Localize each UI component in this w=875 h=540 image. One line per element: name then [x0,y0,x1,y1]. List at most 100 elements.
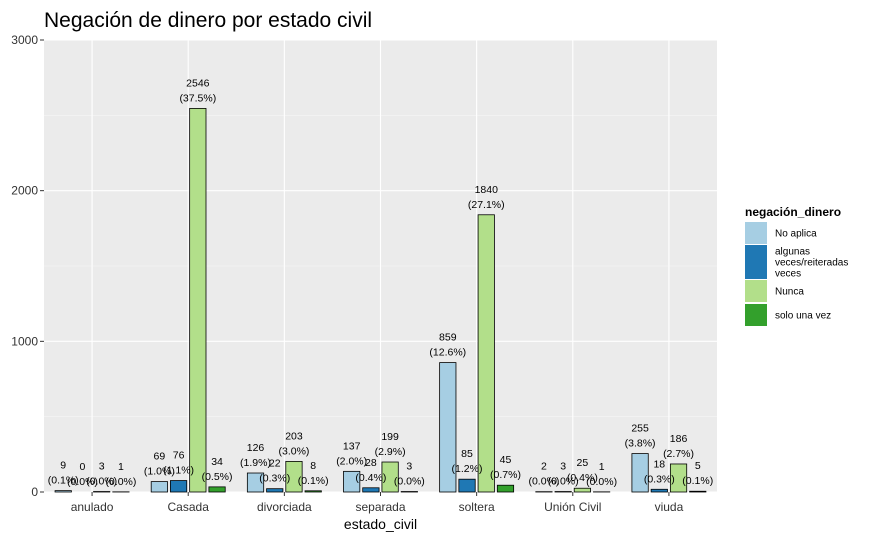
data-label-value: 25 [577,457,589,469]
data-label-value: 0 [80,461,86,473]
legend-label: algunas [775,247,810,258]
legend-label: veces [775,269,801,280]
bars [54,108,707,493]
data-label-value: 8 [310,460,316,472]
data-label-value: 34 [211,456,223,468]
data-label-percent: (0.0%) [528,476,559,488]
data-label-percent: (12.6%) [429,347,466,359]
grid-lines [44,39,717,493]
x-tick-label: Casada [168,500,210,514]
bar [150,481,168,493]
data-label-value: 1840 [475,184,499,196]
y-tick-label: 2000 [11,184,38,198]
bar [304,490,322,493]
legend: negación_dinero No aplica algunasveces/re… [745,205,848,326]
data-label-percent: (1.9%) [240,457,271,469]
bar [650,488,668,493]
data-label-value: 199 [381,431,399,443]
data-label-percent: (2.9%) [375,446,406,458]
x-axis-title: estado_civil [344,516,417,532]
data-label-value: 126 [247,442,265,454]
data-label-percent: (1.1%) [163,465,194,477]
data-label-value: 3 [406,461,412,473]
data-label-value: 85 [461,448,473,460]
bar [170,480,188,493]
bar [285,461,303,493]
data-label-value: 5 [695,460,701,472]
data-label-percent: (1.2%) [452,463,483,475]
bar [343,470,361,493]
data-label-value: 76 [173,450,185,462]
chart-title: Negación de dinero por estado civil [44,9,372,32]
data-label-percent: (0.0%) [586,476,617,488]
data-label-percent: (37.5%) [179,92,216,104]
data-label-value: 1 [599,461,605,473]
data-label-percent: (0.0%) [105,476,136,488]
y-tick-label: 3000 [11,33,38,47]
data-label-percent: (2.0%) [336,455,367,467]
bar [439,362,457,493]
legend-key [745,222,767,244]
x-axis: anulado Casada divorciada separada soltera Un… [71,492,684,514]
data-label-percent: (0.3%) [644,473,675,485]
data-label-value: 203 [285,430,303,442]
data-label-percent: (0.4%) [567,472,598,484]
legend-label: No aplica [775,229,817,240]
bar [246,472,265,493]
bar [458,478,476,493]
data-label-percent: (0.1%) [48,475,79,487]
data-label-percent: (0.0%) [86,476,117,488]
bar [362,487,380,493]
data-label-value: 1 [118,461,124,473]
data-label-value: 137 [343,440,361,452]
x-tick-label: soltera [459,500,495,514]
bar [266,488,284,493]
x-tick-label: separada [355,500,405,514]
y-axis: 0 1000 2000 3000 [11,33,44,499]
data-label-percent: (0.4%) [355,472,386,484]
data-label-value: 255 [631,423,649,435]
data-label-percent: (3.0%) [279,445,310,457]
data-label-percent: (0.1%) [682,475,713,487]
bar [573,487,591,493]
data-label-value: 3 [560,461,566,473]
data-label-value: 859 [439,332,457,344]
data-label-percent: (0.0%) [394,476,425,488]
data-label-value: 22 [269,458,281,470]
data-label-percent: (0.3%) [259,473,290,485]
legend-key [745,280,767,302]
bar [477,214,495,493]
bar [631,453,649,493]
data-label-percent: (0.1%) [298,475,329,487]
x-tick-label: viuda [655,500,684,514]
data-label-value: 69 [154,451,166,463]
data-label-percent: (27.1%) [468,199,505,211]
bar [669,463,688,493]
data-label-value: 28 [365,457,377,469]
data-label-percent: (0.7%) [490,469,521,481]
data-label-percent: (0.5%) [202,471,233,483]
data-label-percent: (1.0%) [144,466,175,478]
bar [54,490,72,493]
data-label-percent: (3.8%) [625,438,656,450]
data-label-value: 45 [500,454,512,466]
data-label-percent: (0.0%) [548,476,579,488]
legend-title: negación_dinero [745,205,841,219]
x-tick-label: anulado [71,500,114,514]
legend-label: solo una vez [775,311,831,322]
legend-key [745,304,767,326]
bar [381,461,399,493]
bar [689,490,707,493]
data-labels: 9 (0.1%) 69 (1.0%) 126 (1.9%) 137 (2.0%) 859 (12.… [48,77,713,488]
x-tick-label: divorciada [257,500,312,514]
data-label-value: 3 [99,461,105,473]
data-label-value: 18 [653,458,665,470]
bar [208,486,226,493]
bar [496,484,515,493]
bar [189,108,207,493]
data-label-value: 9 [60,460,66,472]
y-tick-label: 0 [31,485,38,499]
data-label-value: 2 [541,461,547,473]
legend-key [745,245,767,279]
